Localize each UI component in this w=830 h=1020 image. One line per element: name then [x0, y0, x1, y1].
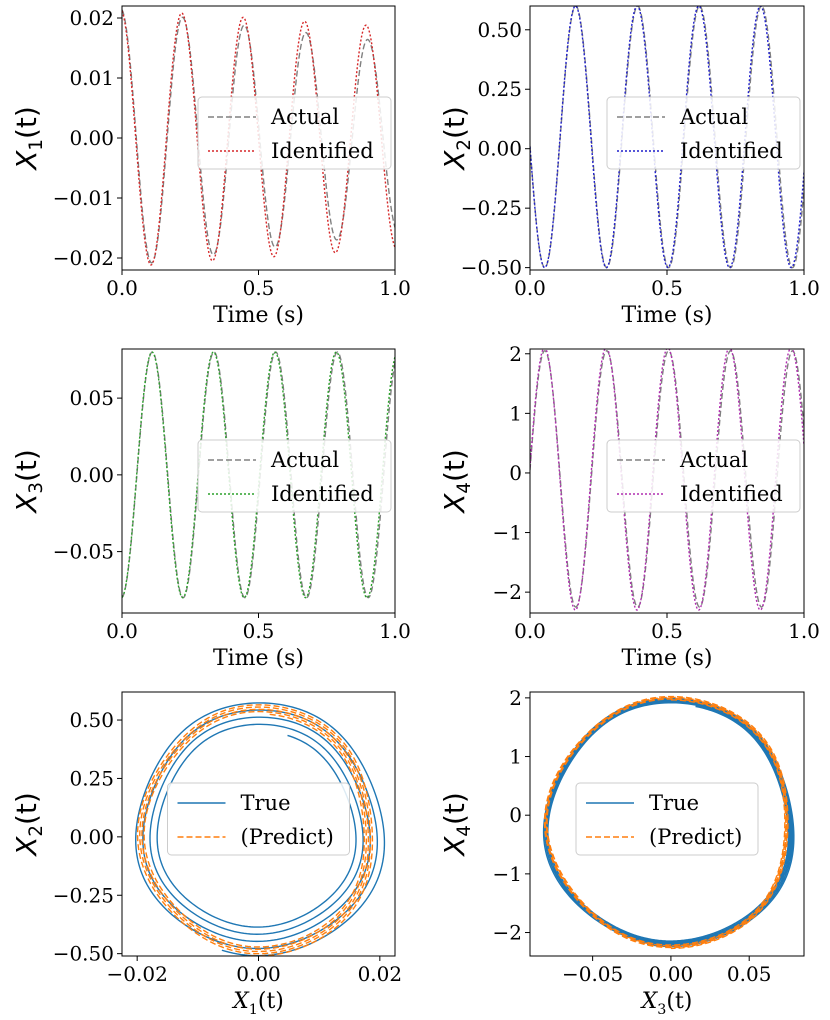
legend-label: Identified	[680, 139, 783, 163]
legend-label: Actual	[679, 105, 748, 129]
y-tick-label: 0.25	[69, 766, 114, 790]
series-x4-0	[530, 350, 804, 608]
legend: Actual Identified	[606, 439, 801, 513]
y-tick-label: 0.00	[477, 137, 522, 161]
legend-label: True	[649, 791, 699, 815]
y-tick-label: −0.25	[53, 883, 114, 907]
x-tick-label: 1.0	[788, 619, 820, 643]
y-tick-label: 0	[509, 461, 522, 485]
y-tick-label: −0.01	[53, 186, 114, 210]
legend-label: (Predict)	[649, 825, 742, 849]
x-axis-label: Time (s)	[213, 646, 304, 671]
x-tick-label: 0.0	[514, 276, 546, 300]
x-tick-label: 0.00	[649, 962, 694, 986]
x-axis-label: Time (s)	[213, 303, 304, 328]
legend-label: Identified	[271, 482, 374, 506]
y-tick-label: −0.02	[53, 246, 114, 270]
y-tick-label: 1	[509, 401, 522, 425]
y-tick-label: −2	[493, 580, 522, 604]
chart-x1: 0.0 0.5 1.0 −0.02 −0.01 0.00 0.01 0.02 Time (s) X…	[10, 5, 411, 328]
legend: Actual Identified	[606, 96, 801, 170]
legend-label: Actual	[270, 448, 339, 472]
legend-box	[197, 96, 392, 170]
y-tick-label: −0.50	[53, 942, 114, 966]
legend: Actual Identified	[197, 96, 392, 170]
y-tick-label: 0.00	[69, 825, 114, 849]
y-axis-label: X2(t)	[438, 106, 475, 172]
y-axis-label: X4(t)	[438, 449, 475, 515]
y-tick-label: 0.05	[69, 386, 114, 410]
x-tick-label: 1.0	[788, 276, 820, 300]
y-tick-label: 2	[509, 686, 522, 710]
x-tick-label: 0.0	[106, 276, 138, 300]
y-tick-label: 0.25	[477, 77, 522, 101]
legend: True (Predict)	[167, 782, 350, 856]
x-axis-label: X1(t)	[231, 989, 284, 1018]
legend-label: (Predict)	[241, 825, 334, 849]
legend-box	[197, 439, 392, 513]
legend-box	[575, 782, 759, 856]
y-tick-label: −0.25	[461, 196, 522, 220]
series-x2-1	[530, 6, 804, 269]
chart-x3: 0.0 0.5 1.0 −0.05 0.00 0.05 Time (s) X3(t) Actua…	[10, 348, 411, 671]
legend-label: True	[241, 791, 291, 815]
y-tick-label: 0	[509, 803, 522, 827]
x-tick-label: 0.0	[106, 619, 138, 643]
x-tick-label: 0.5	[651, 276, 683, 300]
y-tick-label: 2	[509, 342, 522, 366]
x-tick-label: 0.0	[514, 619, 546, 643]
chart-x2: 0.0 0.5 1.0 −0.50 −0.25 0.00 0.25 0.50 Time (s) X…	[438, 5, 820, 328]
x-tick-label: 0.02	[358, 962, 403, 986]
legend-label: Identified	[271, 139, 374, 163]
legend: True (Predict)	[575, 782, 759, 856]
axes-frame	[529, 691, 805, 957]
y-tick-label: 0.02	[69, 6, 114, 30]
chart-phase12: −0.02 0.00 0.02 −0.50 −0.25 0.00 0.25 0.50 X1(t)…	[10, 691, 403, 1018]
y-tick-label: 0.50	[477, 18, 522, 42]
y-axis-label: X3(t)	[10, 449, 47, 515]
y-tick-label: 0.00	[69, 463, 114, 487]
x-tick-label: 0.00	[236, 962, 281, 986]
y-tick-label: 0.00	[69, 126, 114, 150]
y-tick-label: 1	[509, 745, 522, 769]
x-axis-label: Time (s)	[621, 646, 712, 671]
series-phase12-1	[136, 704, 374, 956]
x-tick-label: 0.5	[651, 619, 683, 643]
y-tick-label: 0.01	[69, 66, 114, 90]
legend-label: Actual	[679, 448, 748, 472]
y-tick-label: −1	[493, 521, 522, 545]
y-tick-label: −1	[493, 862, 522, 886]
x-tick-label: −0.05	[562, 962, 623, 986]
legend-label: Identified	[680, 482, 783, 506]
chart-phase34: −0.05 0.00 0.05 −2 −1 0 1 2 X3(t) X4(t) True (Predi…	[438, 686, 805, 1018]
x-tick-label: 0.5	[243, 276, 275, 300]
y-tick-label: −0.05	[53, 540, 114, 564]
chart-x4: 0.0 0.5 1.0 −2 −1 0 1 2 Time (s) X4(t) Actual Ident…	[438, 342, 820, 671]
y-axis-label: X1(t)	[10, 106, 47, 172]
y-tick-label: 0.50	[69, 708, 114, 732]
legend-box	[606, 439, 801, 513]
x-tick-label: 1.0	[379, 276, 411, 300]
series-phase12-0	[135, 702, 386, 956]
legend-box	[167, 782, 350, 856]
y-tick-label: −0.50	[461, 256, 522, 280]
legend-box	[606, 96, 801, 170]
x-tick-label: 1.0	[379, 619, 411, 643]
x-tick-label: −0.02	[107, 962, 168, 986]
x-tick-label: 0.05	[727, 962, 772, 986]
x-axis-label: X3(t)	[640, 989, 693, 1018]
legend-label: Actual	[270, 105, 339, 129]
x-tick-label: 0.5	[243, 619, 275, 643]
y-axis-label: X4(t)	[438, 792, 475, 858]
x-axis-label: Time (s)	[621, 303, 712, 328]
legend: Actual Identified	[197, 439, 392, 513]
y-tick-label: −2	[493, 921, 522, 945]
y-axis-label: X2(t)	[10, 792, 47, 858]
series-phase34-1	[543, 695, 789, 950]
